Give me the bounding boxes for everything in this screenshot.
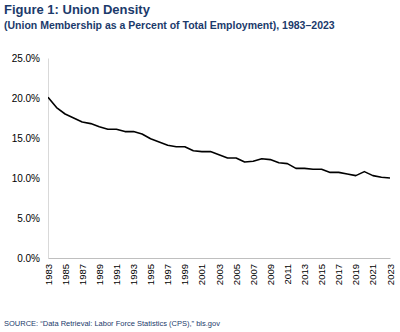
x-tick-label: 2009	[265, 264, 276, 285]
x-tick-label: 2007	[248, 264, 259, 285]
x-tick-label: 1999	[179, 264, 190, 285]
union-density-line	[48, 97, 390, 178]
x-tick: 1999	[179, 258, 190, 285]
chart: Figure 1: Union Density (Union Membership…	[0, 0, 400, 332]
x-tick: 2011	[282, 258, 293, 284]
x-tick: 2005	[231, 258, 242, 285]
x-tick: 1997	[162, 258, 173, 285]
subtitle: (Union Membership as a Percent of Total …	[4, 19, 335, 31]
x-tick: 2017	[333, 258, 344, 285]
x-tick: 2023	[385, 258, 396, 285]
x-tick-label: 1991	[111, 264, 122, 285]
x-tick: 1995	[145, 258, 156, 285]
y-tick: 10.0%	[12, 173, 48, 184]
marks	[48, 97, 390, 178]
x-tick: 1991	[111, 258, 122, 285]
x-tick-label: 2003	[214, 264, 225, 285]
y-tick-label: 25.0%	[12, 53, 40, 64]
y-tick-label: 10.0%	[12, 173, 40, 184]
x-tick: 2007	[248, 258, 259, 285]
y-tick: 20.0%	[12, 93, 48, 104]
y-tick: 15.0%	[12, 133, 48, 144]
x-tick-label: 1985	[60, 264, 71, 285]
x-tick-label: 1993	[128, 264, 139, 285]
x-tick-label: 1997	[162, 264, 173, 285]
x-tick: 1985	[60, 258, 71, 285]
x-tick-label: 1995	[145, 264, 156, 285]
y-tick: 5.0%	[17, 213, 48, 224]
y-axis: 0.0% 5.0% 10.0% 15.0% 20.0% 25.0%	[12, 53, 49, 264]
y-tick-label: 15.0%	[12, 133, 40, 144]
x-tick-label: 1983	[43, 264, 54, 285]
x-tick: 2001	[196, 258, 207, 285]
x-tick-label: 1987	[77, 264, 88, 285]
x-tick: 2003	[214, 258, 225, 285]
x-axis: 1983 1985 1987 1989 1991 1993 1995 1997 1999 2001…	[43, 258, 396, 285]
y-axis-line	[48, 59, 49, 259]
x-axis-line	[49, 258, 391, 259]
x-tick: 2009	[265, 258, 276, 285]
x-tick: 1987	[77, 258, 88, 285]
x-tick: 1989	[94, 258, 105, 285]
y-tick-label: 20.0%	[12, 93, 40, 104]
x-tick: 1993	[128, 258, 139, 285]
y-tick-label: 0.0%	[17, 253, 40, 264]
x-tick: 2021	[367, 258, 378, 285]
x-tick-label: 2013	[299, 264, 310, 285]
x-tick: 2019	[350, 258, 361, 285]
x-tick-label: 2017	[333, 264, 344, 285]
y-tick: 25.0%	[12, 53, 48, 64]
x-tick-label: 2015	[316, 264, 327, 285]
x-tick-label: 2005	[231, 264, 242, 285]
x-tick-label: 2011	[282, 264, 293, 284]
x-tick: 2015	[316, 258, 327, 285]
x-tick-label: 1989	[94, 264, 105, 285]
y-tick: 0.0%	[17, 253, 48, 264]
x-tick-label: 2001	[196, 264, 207, 285]
x-tick-label: 2019	[350, 264, 361, 285]
plot: 0.0% 5.0% 10.0% 15.0% 20.0% 25.0% 1983 1985 1987…	[12, 53, 396, 285]
x-tick-label: 2023	[385, 264, 396, 285]
y-tick-label: 5.0%	[17, 213, 40, 224]
x-tick: 2013	[299, 258, 310, 285]
x-tick-label: 2021	[367, 264, 378, 285]
source: SOURCE: “Data Retrieval: Labor Force Sta…	[4, 319, 220, 328]
x-tick: 1983	[43, 258, 54, 285]
title: Figure 1: Union Density	[4, 2, 151, 17]
